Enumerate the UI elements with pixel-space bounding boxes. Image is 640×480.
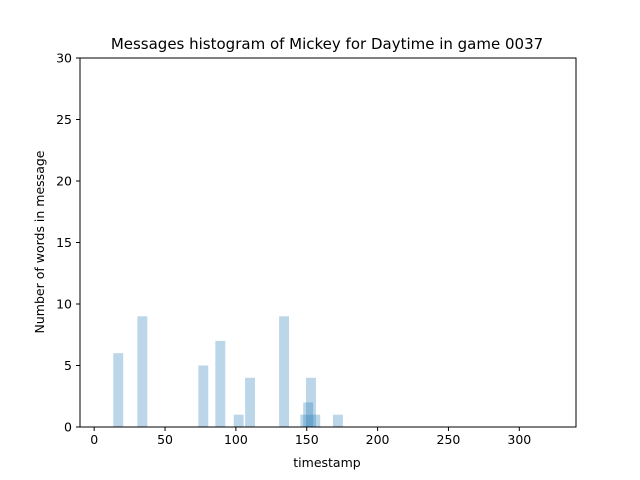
histogram-bar [279, 316, 290, 427]
histogram-bar [233, 414, 244, 427]
histogram-bar [310, 414, 321, 427]
histogram-bar [306, 377, 316, 427]
bars-group [113, 316, 343, 427]
y-tick-label: 0 [64, 420, 72, 435]
y-tick-label: 20 [56, 174, 72, 189]
chart-title: Messages histogram of Mickey for Daytime… [111, 35, 543, 53]
histogram-bar [198, 365, 209, 427]
y-ticks: 0 5 10 15 20 25 30 [56, 51, 80, 435]
y-tick-label: 30 [56, 51, 72, 66]
x-tick-label: 150 [295, 432, 319, 447]
x-tick-label: 50 [157, 432, 173, 447]
histogram-bar [303, 402, 314, 427]
x-tick-label: 100 [224, 432, 248, 447]
y-tick-label: 15 [56, 235, 72, 250]
histogram-bar [215, 340, 226, 427]
x-tick-label: 0 [90, 432, 98, 447]
histogram-bar [300, 414, 311, 427]
x-tick-label: 300 [507, 432, 531, 447]
y-tick-label: 5 [64, 358, 72, 373]
x-tick-label: 200 [366, 432, 390, 447]
y-axis-label: Number of words in message [32, 150, 47, 333]
histogram-bar [113, 353, 124, 427]
plot-frame [79, 57, 577, 428]
x-axis-label: timestamp [293, 455, 360, 470]
histogram-bar [137, 316, 148, 427]
histogram-bar [332, 414, 343, 427]
x-ticks: 0 50 100 150 200 250 300 [90, 427, 531, 447]
y-tick-label: 10 [56, 297, 72, 312]
y-tick-label: 25 [56, 112, 72, 127]
histogram-bar [245, 377, 256, 427]
x-tick-label: 250 [437, 432, 461, 447]
